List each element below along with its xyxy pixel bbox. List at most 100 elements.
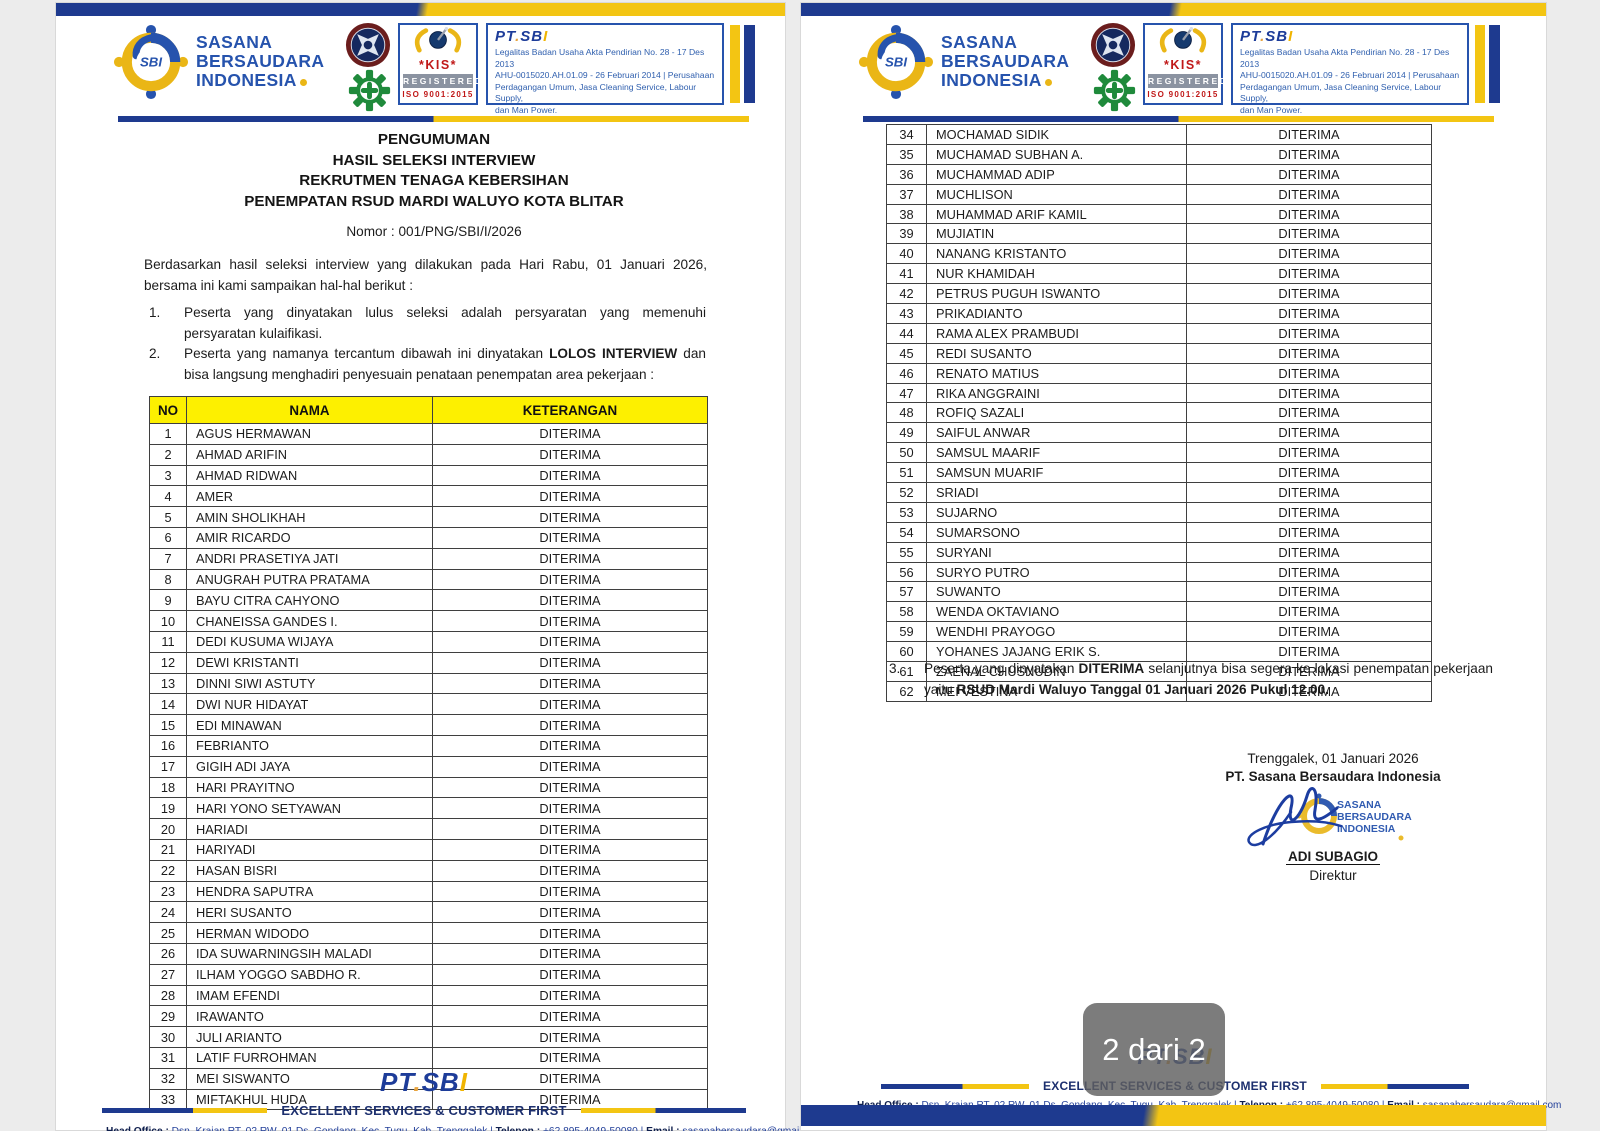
row-name: DEWI KRISTANTI: [186, 651, 433, 674]
row-status: DITERIMA: [432, 797, 708, 820]
table-row: 20 HARIADI DITERIMA: [149, 818, 708, 840]
row-number: 1: [149, 423, 187, 445]
row-status: DITERIMA: [432, 1088, 708, 1111]
page-1: SBI SASANA BERSAUDARA INDONESIA: [55, 2, 824, 1131]
row-name: YOHANES JAJANG ERIK S.: [926, 641, 1187, 663]
company-name-line: SASANA: [196, 32, 273, 52]
table-row: 4 AMER DITERIMA: [149, 485, 708, 508]
row-number: 5: [149, 506, 187, 528]
table-row: 5 AMIN SHOLIKHAH DITERIMA: [149, 506, 708, 528]
table-row: 11 DEDI KUSUMA WIJAYA DITERIMA: [149, 630, 708, 653]
row-status: DITERIMA: [432, 776, 708, 799]
row-number: 9: [149, 589, 187, 612]
row-name: ANDRI PRASETIYA JATI: [186, 547, 433, 570]
row-number: 51: [886, 462, 927, 484]
page-footer: PT.SBI EXCELLENT SERVICES & CUSTOMER FIR…: [102, 1067, 824, 1131]
row-number: 28: [149, 984, 187, 1007]
row-name: HARIYADI: [186, 838, 433, 861]
row-name: AGUS HERMAWAN: [186, 423, 433, 445]
table-row: 51 SAMSUN MUARIF DITERIMA: [886, 462, 1432, 484]
row-number: 20: [149, 818, 187, 840]
row-name: AHMAD RIDWAN: [186, 464, 433, 487]
table-row: 42 PETRUS PUGUH ISWANTO DITERIMA: [886, 283, 1432, 305]
announcement-title: PENGUMUMAN HASIL SELEKSI INTERVIEW REKRU…: [116, 130, 752, 212]
row-number: 8: [149, 568, 187, 591]
row-status: DITERIMA: [432, 506, 708, 528]
email-value: sasanabersaudara@gmail.com: [680, 1126, 823, 1131]
ptsbi-wordmark: PT.SBI: [1240, 28, 1294, 45]
signature-company: PT. Sasana Bersaudara Indonesia: [1225, 769, 1441, 784]
row-status: DITERIMA: [1186, 462, 1432, 484]
legal-line: AHU-0015020.AH.01.09 - 26 Februari 2014 …: [1240, 70, 1460, 81]
row-name: HASAN BISRI: [186, 859, 433, 882]
table-row: 49 SAIFUL ANWAR DITERIMA: [886, 422, 1432, 444]
row-status: DITERIMA: [432, 630, 708, 653]
row-status: DITERIMA: [432, 922, 708, 944]
signatory-name: ADI SUBAGIO: [1285, 849, 1380, 865]
row-number: 38: [886, 203, 927, 225]
row-number: 31: [149, 1046, 187, 1069]
kis-registered-label: REGISTERED: [403, 74, 484, 88]
table-row: 1 AGUS HERMAWAN DITERIMA: [149, 423, 708, 445]
row-status: DITERIMA: [432, 464, 708, 487]
row-name: RAMA ALEX PRAMBUDI: [926, 322, 1187, 344]
table-row: 18 HARI PRAYITNO DITERIMA: [149, 776, 708, 799]
row-number: 33: [149, 1088, 187, 1111]
list-number: 2.: [149, 346, 161, 361]
row-number: 35: [886, 143, 927, 165]
row-status: DITERIMA: [1186, 163, 1432, 185]
yellow-dot-icon: [1044, 79, 1052, 86]
row-number: 21: [149, 838, 187, 861]
row-name: SURYANI: [926, 541, 1187, 563]
row-name: DEDI KUSUMA WIJAYA: [186, 630, 433, 653]
row-status: DITERIMA: [432, 547, 708, 570]
table-row: 9 BAYU CITRA CAHYONO DITERIMA: [149, 589, 708, 612]
row-status: DITERIMA: [1186, 601, 1432, 623]
row-status: DITERIMA: [1186, 442, 1432, 464]
row-number: 30: [149, 1026, 187, 1048]
row-number: 44: [886, 322, 927, 344]
page-indicator-badge: 2 dari 2: [1083, 1003, 1225, 1096]
certification-emblem-icon: [345, 22, 391, 68]
row-number: 58: [886, 601, 927, 623]
row-status: DITERIMA: [1186, 561, 1432, 583]
row-status: DITERIMA: [432, 901, 708, 924]
tagline-right-rule: [580, 1108, 746, 1113]
row-number: 3: [149, 464, 187, 487]
signature-logo-watermark: SASANA BERSAUDARA INDONESIA: [1296, 793, 1412, 841]
row-number: 41: [886, 263, 927, 285]
legal-info-box: PT.SBI Legalitas Badan Usaha Akta Pendir…: [1231, 23, 1469, 115]
table-row: 17 GIGIH ADI JAYA DITERIMA: [149, 755, 708, 778]
row-number: 34: [886, 124, 927, 145]
kis-label: *KIS*: [418, 58, 458, 72]
list-item-3: 3. Peserta yang dinyatakan DITERIMA sela…: [889, 659, 1493, 700]
col-header-nama: NAMA: [186, 396, 433, 424]
table-row: 38 MUHAMMAD ARIF KAMIL DITERIMA: [886, 203, 1432, 225]
table-row: 44 RAMA ALEX PRAMBUDI DITERIMA: [886, 322, 1432, 344]
row-status: DITERIMA: [432, 693, 708, 716]
table-header-row: NO NAMA KETERANGAN: [149, 396, 708, 424]
company-name-line: SASANA: [941, 32, 1018, 52]
row-number: 50: [886, 442, 927, 464]
row-name: SRIADI: [926, 482, 1187, 503]
kis-laurel-globe-icon: [1159, 27, 1207, 53]
row-status: DITERIMA: [1186, 203, 1432, 225]
signature-block: Trenggalek, 01 Januari 2026 PT. Sasana B…: [1193, 751, 1473, 883]
title-line: HASIL SELEKSI INTERVIEW: [332, 151, 536, 169]
row-name: SUJARNO: [926, 501, 1187, 523]
row-name: SAMSUN MUARIF: [926, 462, 1187, 484]
row-status: DITERIMA: [432, 610, 708, 632]
table-row: 21 HARIYADI DITERIMA: [149, 838, 708, 861]
row-name: JULI ARIANTO: [186, 1026, 433, 1048]
safety-gear-cross-icon: [1093, 69, 1136, 112]
sbi-monogram: SBI: [885, 55, 907, 70]
row-status: DITERIMA: [1186, 482, 1432, 503]
row-name: MOCHAMAD SIDIK: [926, 124, 1187, 145]
row-number: 7: [149, 547, 187, 570]
tagline-left-rule: [102, 1108, 268, 1113]
col-header-keterangan: KETERANGAN: [432, 396, 708, 424]
row-name: ROFIQ SAZALI: [926, 402, 1187, 424]
row-name: GIGIH ADI JAYA: [186, 755, 433, 778]
row-number: 24: [149, 901, 187, 924]
row-name: AMIR RICARDO: [186, 526, 433, 549]
